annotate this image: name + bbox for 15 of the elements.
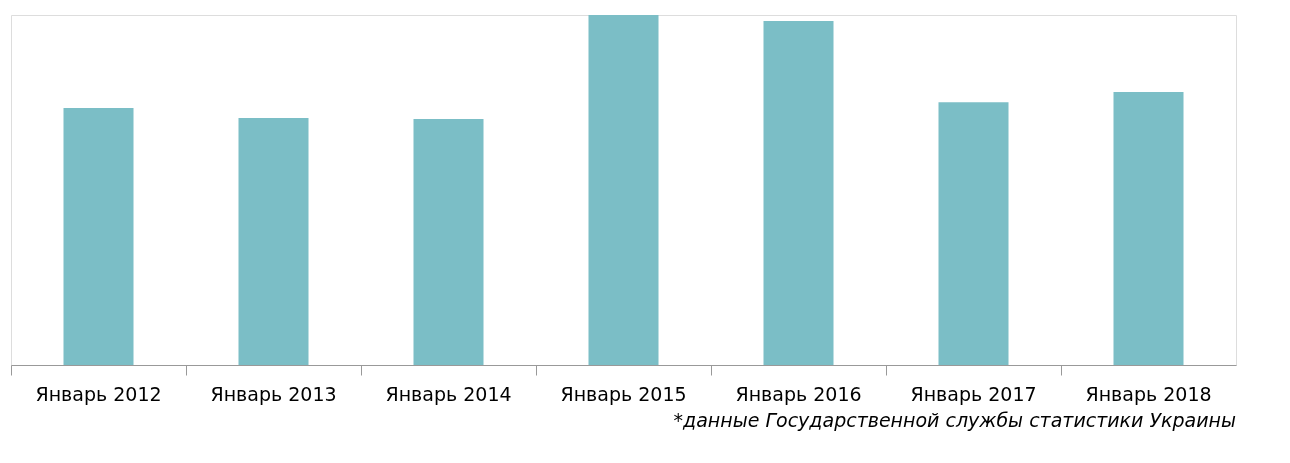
x-tick-label: Январь 2013 <box>210 382 337 405</box>
bar <box>238 117 309 365</box>
x-tick-label: Январь 2016 <box>735 382 862 405</box>
x-tick-label: Январь 2015 <box>560 382 687 405</box>
x-tick-label: Январь 2014 <box>385 382 512 405</box>
bar <box>938 102 1009 365</box>
bar <box>588 15 659 365</box>
x-tick-label: Январь 2018 <box>1085 382 1212 405</box>
bar <box>63 108 134 365</box>
bar <box>1113 92 1184 365</box>
bar <box>413 118 484 365</box>
bar <box>763 20 834 365</box>
x-tick-label: Январь 2017 <box>910 382 1037 405</box>
text: *данные Государственной службы статистики Украины <box>673 409 1236 431</box>
x-tick-label: Январь 2012 <box>35 382 162 405</box>
